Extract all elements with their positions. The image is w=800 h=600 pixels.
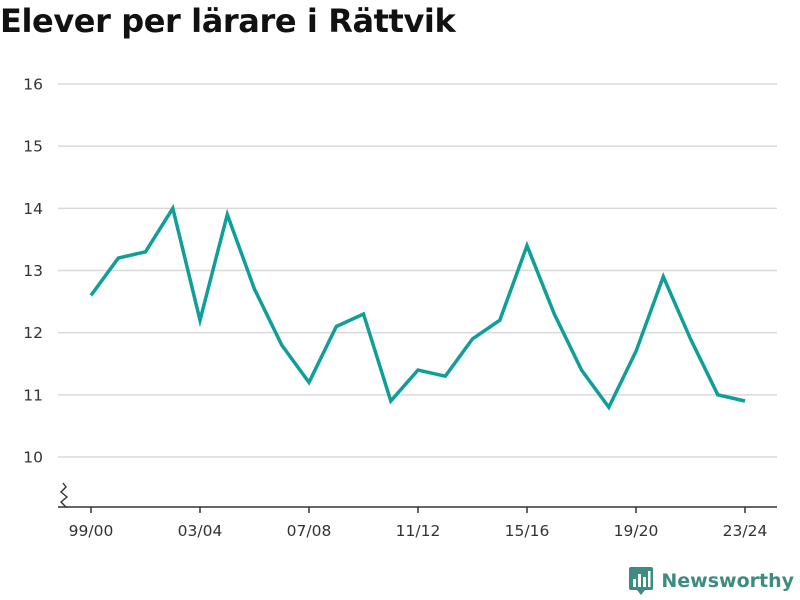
- data-point: [743, 399, 747, 403]
- brand-name: Newsworthy: [661, 570, 794, 592]
- data-point: [661, 275, 665, 279]
- x-axis-ticks: 99/00 03/04 07/08 11/12 15/16 19/20 23/24: [69, 507, 768, 540]
- y-tick-label: 12: [23, 324, 43, 342]
- y-tick-label: 13: [23, 262, 43, 280]
- y-axis-ticks: 10 11 12 13 14 15 16: [23, 76, 43, 467]
- grid-lines: [58, 83, 777, 458]
- data-point: [580, 368, 584, 372]
- data-point: [607, 405, 611, 409]
- chart-title: Elever per lärare i Rättvik: [0, 2, 456, 40]
- x-axis: [58, 482, 777, 508]
- data-point: [552, 312, 556, 316]
- y-tick-label: 11: [23, 386, 43, 404]
- data-point: [171, 206, 175, 210]
- data-point: [689, 337, 693, 341]
- data-point: [253, 287, 257, 291]
- series: [89, 203, 747, 411]
- newsworthy-brand: Newsworthy: [628, 566, 794, 596]
- y-tick-label: 16: [23, 76, 43, 94]
- data-point: [389, 399, 393, 403]
- x-tick-label: 19/20: [614, 522, 659, 540]
- series-line: [89, 203, 746, 411]
- data-point: [362, 312, 366, 316]
- data-point: [280, 343, 284, 347]
- data-point: [225, 213, 229, 217]
- y-tick-label: 15: [23, 138, 43, 156]
- data-point: [416, 368, 420, 372]
- data-point: [634, 349, 638, 353]
- x-tick-label: 07/08: [287, 522, 332, 540]
- data-point: [307, 380, 311, 384]
- data-point: [716, 393, 720, 397]
- x-tick-label: 03/04: [178, 522, 223, 540]
- x-tick-label: 15/16: [505, 522, 550, 540]
- data-point: [198, 318, 202, 322]
- newsworthy-bar-chart-icon: [629, 567, 654, 595]
- data-point: [89, 293, 93, 297]
- data-point: [144, 250, 148, 254]
- data-point: [498, 318, 502, 322]
- y-tick-label: 10: [23, 449, 43, 467]
- data-point: [471, 337, 475, 341]
- x-tick-label: 23/24: [723, 522, 768, 540]
- data-point: [525, 244, 529, 248]
- y-tick-label: 14: [23, 200, 43, 218]
- axis-break-icon: [58, 482, 69, 508]
- data-point: [443, 374, 447, 378]
- x-tick-label: 99/00: [69, 522, 114, 540]
- x-tick-label: 11/12: [396, 522, 441, 540]
- data-point: [334, 324, 338, 328]
- data-point: [116, 256, 120, 260]
